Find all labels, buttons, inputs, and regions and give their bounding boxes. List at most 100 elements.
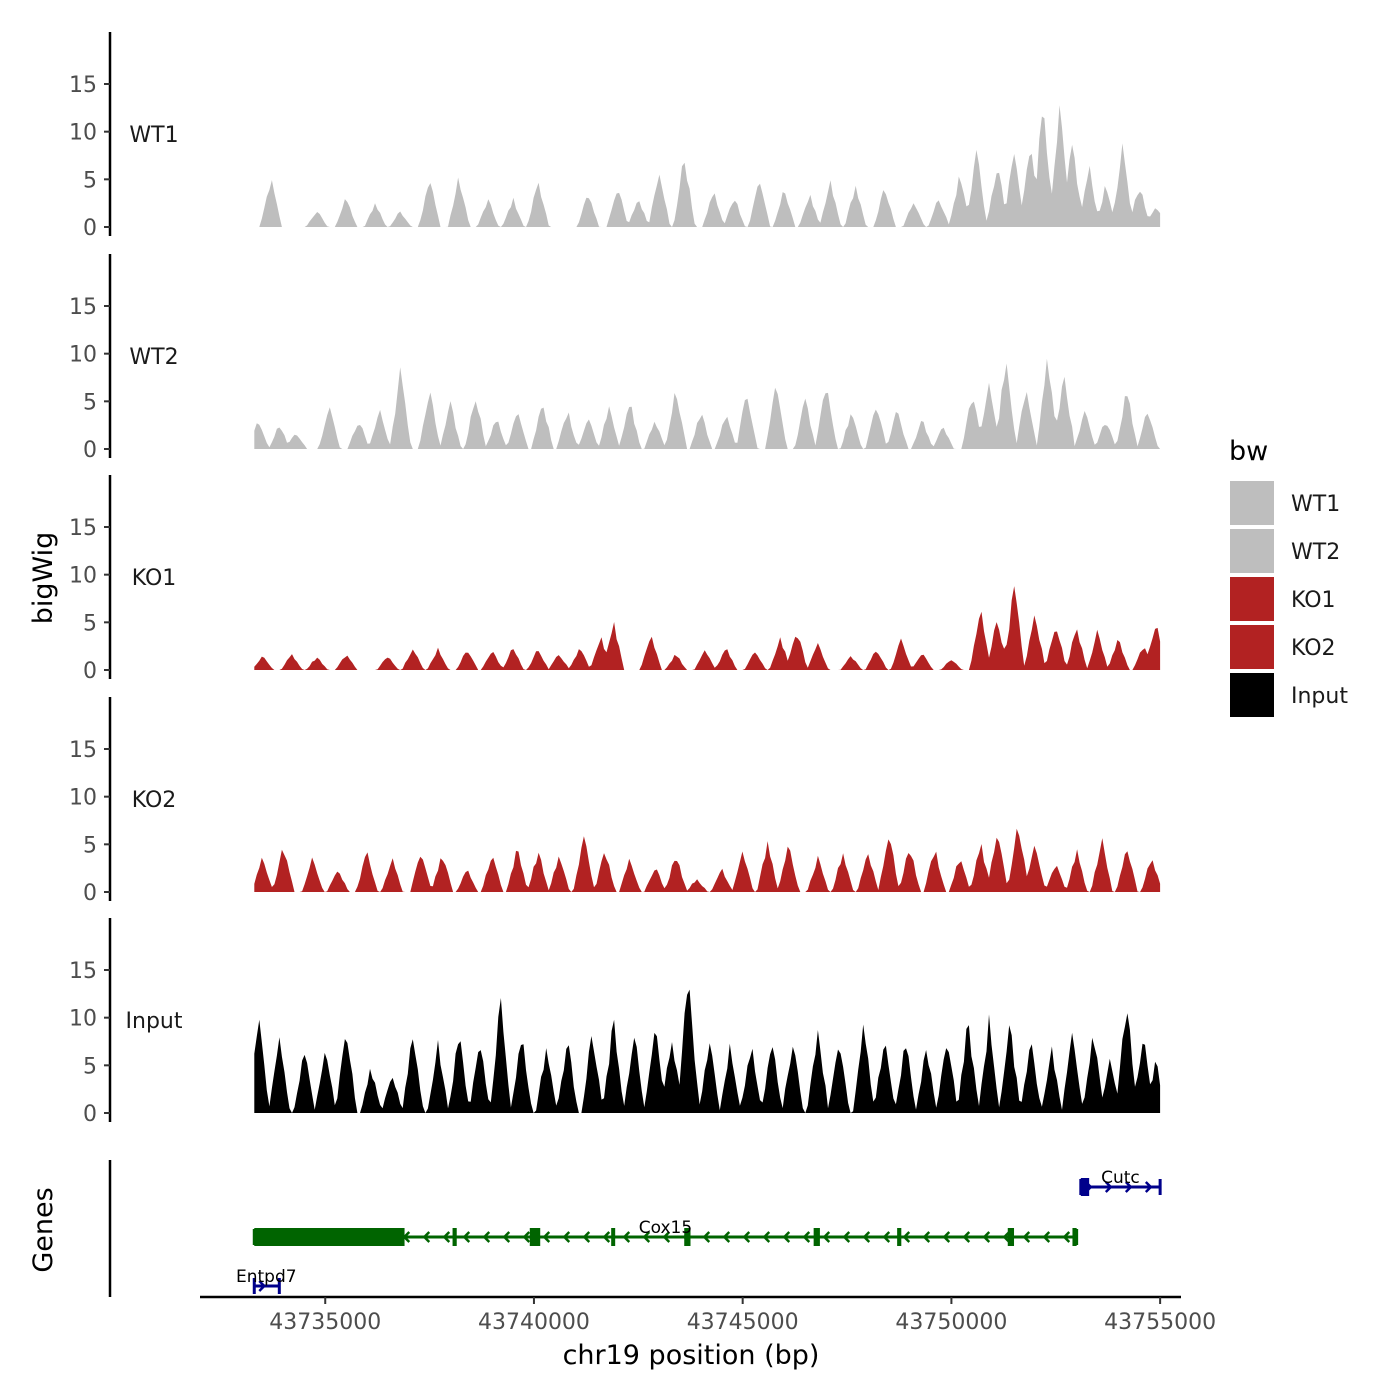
strand-chevron: [942, 1231, 951, 1243]
legend-label-input: Input: [1291, 684, 1348, 709]
y-tick-label: 10: [69, 343, 97, 368]
genes-panel-label: Genes: [28, 1187, 59, 1272]
gene-exon: [684, 1228, 691, 1246]
strand-chevron: [902, 1231, 911, 1243]
strand-chevron: [602, 1231, 611, 1243]
gene-exon: [1007, 1228, 1015, 1246]
gene-exon: [897, 1228, 902, 1246]
x-tick-label: 43750000: [895, 1310, 1007, 1335]
coverage-area-ko2: [254, 828, 1161, 892]
legend-swatch-ko1: [1228, 575, 1276, 623]
strand-chevron: [962, 1231, 971, 1243]
coverage-area-input: [254, 989, 1161, 1113]
strand-chevron: [1042, 1231, 1051, 1243]
y-tick-label: 0: [83, 438, 97, 463]
y-tick-label: 10: [69, 564, 97, 589]
strand-chevron: [722, 1231, 731, 1243]
x-tick-label: 43755000: [1104, 1310, 1216, 1335]
strand-chevron: [742, 1231, 751, 1243]
genes-panel: Cutc Cox15 Entpd7: [108, 1160, 1162, 1297]
strand-chevron: [482, 1231, 491, 1243]
strand-chevron: [822, 1231, 831, 1243]
strand-chevron: [842, 1231, 851, 1243]
y-tick-label: 15: [69, 295, 97, 320]
strand-chevron: [1124, 1181, 1133, 1193]
coverage-area-wt2: [254, 358, 1161, 449]
legend-label-ko1: KO1: [1291, 588, 1336, 613]
y-tick-label: 5: [83, 390, 97, 415]
gene-cutc: Cutc: [1079, 1168, 1162, 1196]
x-tick-label: 43745000: [687, 1310, 799, 1335]
strand-chevron: [462, 1231, 471, 1243]
gene-exon: [611, 1228, 616, 1246]
track-label-ko1: KO1: [132, 566, 177, 591]
gene-exon: [254, 1228, 405, 1246]
track-label-wt1: WT1: [129, 123, 178, 148]
coverage-area-wt1: [254, 105, 1161, 227]
strand-chevron: [762, 1231, 771, 1243]
strand-chevron: [422, 1231, 431, 1243]
y-tick-label: 5: [83, 168, 97, 193]
strand-chevron: [1062, 1231, 1071, 1243]
y-axis-title: bigWig: [28, 532, 59, 625]
strand-chevron: [582, 1231, 591, 1243]
legend-label-ko2: KO2: [1291, 636, 1336, 661]
y-tick-label: 15: [69, 959, 97, 984]
x-tick-label: 43735000: [269, 1310, 381, 1335]
strand-chevron: [1144, 1181, 1153, 1193]
gene-entpd7: Entpd7: [236, 1267, 297, 1294]
track-y-axes: 0 5 10 15 WT1 0 5 10 15 WT2 0 5 10 15 KO1 0 5 10 15 KO2 0 5 10…: [69, 32, 183, 1127]
y-tick-label: 15: [69, 738, 97, 763]
y-tick-label: 0: [83, 1102, 97, 1127]
track-label-input: Input: [126, 1009, 183, 1034]
strand-chevron: [702, 1231, 711, 1243]
strand-chevron: [542, 1231, 551, 1243]
y-tick-label: 15: [69, 73, 97, 98]
y-tick-label: 0: [83, 881, 97, 906]
legend-swatch-ko2: [1228, 623, 1276, 671]
strand-chevron: [522, 1231, 531, 1243]
strand-chevron: [782, 1231, 791, 1243]
strand-chevron: [1022, 1231, 1031, 1243]
y-tick-label: 5: [83, 833, 97, 858]
gene-exon: [813, 1228, 820, 1246]
legend-title: bw: [1229, 436, 1268, 467]
strand-chevron: [502, 1231, 511, 1243]
strand-chevron: [862, 1231, 871, 1243]
y-tick-label: 15: [69, 516, 97, 541]
legend-label-wt1: WT1: [1291, 492, 1340, 517]
gene-exon: [529, 1228, 541, 1246]
strand-chevron: [982, 1231, 991, 1243]
legend-swatch-input: [1228, 671, 1276, 719]
track-label-ko2: KO2: [132, 788, 177, 813]
strand-chevron: [1002, 1231, 1011, 1243]
strand-chevron: [882, 1231, 891, 1243]
strand-chevron: [258, 1280, 267, 1292]
coverage-area-ko1: [254, 586, 1161, 670]
gene-label-cox15: Cox15: [639, 1218, 692, 1238]
y-tick-label: 10: [69, 786, 97, 811]
track-label-wt2: WT2: [129, 345, 178, 370]
strand-chevron: [442, 1231, 451, 1243]
strand-chevron: [802, 1231, 811, 1243]
x-axis: 43735000 43740000 43745000 43750000 43755000: [200, 1295, 1216, 1335]
strand-chevron: [642, 1231, 651, 1243]
y-tick-label: 5: [83, 1054, 97, 1079]
y-tick-label: 5: [83, 611, 97, 636]
gene-exon: [1072, 1228, 1077, 1246]
y-tick-label: 10: [69, 121, 97, 146]
strand-chevron: [922, 1231, 931, 1243]
strand-chevron: [662, 1231, 671, 1243]
gene-exon: [1080, 1178, 1090, 1196]
legend-swatch-wt1: [1228, 479, 1276, 527]
x-axis-title: chr19 position (bp): [563, 1340, 820, 1371]
x-tick-label: 43740000: [478, 1310, 590, 1335]
legend-label-wt2: WT2: [1291, 540, 1340, 565]
strand-chevron: [622, 1231, 631, 1243]
legend: bw WT1 WT2 KO1 KO2 Input: [1228, 436, 1348, 719]
strand-chevron: [562, 1231, 571, 1243]
coverage-tracks: [254, 105, 1161, 1113]
y-tick-label: 0: [83, 216, 97, 241]
y-tick-label: 10: [69, 1007, 97, 1032]
